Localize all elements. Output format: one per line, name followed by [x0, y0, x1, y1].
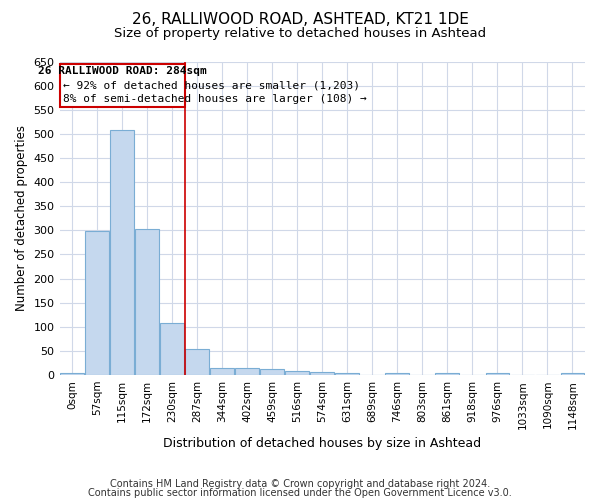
Bar: [286, 370, 309, 375]
Bar: [485, 372, 509, 375]
Bar: [85, 232, 109, 375]
Bar: [110, 130, 134, 375]
Bar: [560, 373, 584, 375]
Bar: [335, 372, 359, 375]
Bar: [436, 372, 459, 375]
Text: Contains HM Land Registry data © Crown copyright and database right 2024.: Contains HM Land Registry data © Crown c…: [110, 479, 490, 489]
Bar: [135, 230, 159, 375]
Text: Size of property relative to detached houses in Ashtead: Size of property relative to detached ho…: [114, 28, 486, 40]
Bar: [385, 372, 409, 375]
Text: Contains public sector information licensed under the Open Government Licence v3: Contains public sector information licen…: [88, 488, 512, 498]
Bar: [160, 323, 184, 375]
Bar: [260, 370, 284, 375]
Bar: [235, 368, 259, 375]
Y-axis label: Number of detached properties: Number of detached properties: [15, 126, 28, 312]
Bar: [185, 350, 209, 375]
Text: 26 RALLIWOOD ROAD: 284sqm: 26 RALLIWOOD ROAD: 284sqm: [38, 66, 206, 76]
X-axis label: Distribution of detached houses by size in Ashtead: Distribution of detached houses by size …: [163, 437, 481, 450]
Bar: [210, 368, 234, 375]
Text: 8% of semi-detached houses are larger (108) →: 8% of semi-detached houses are larger (1…: [62, 94, 366, 104]
Text: 26, RALLIWOOD ROAD, ASHTEAD, KT21 1DE: 26, RALLIWOOD ROAD, ASHTEAD, KT21 1DE: [131, 12, 469, 28]
FancyBboxPatch shape: [59, 64, 185, 108]
Bar: [60, 372, 84, 375]
Bar: [310, 372, 334, 375]
Text: ← 92% of detached houses are smaller (1,203): ← 92% of detached houses are smaller (1,…: [62, 81, 359, 91]
